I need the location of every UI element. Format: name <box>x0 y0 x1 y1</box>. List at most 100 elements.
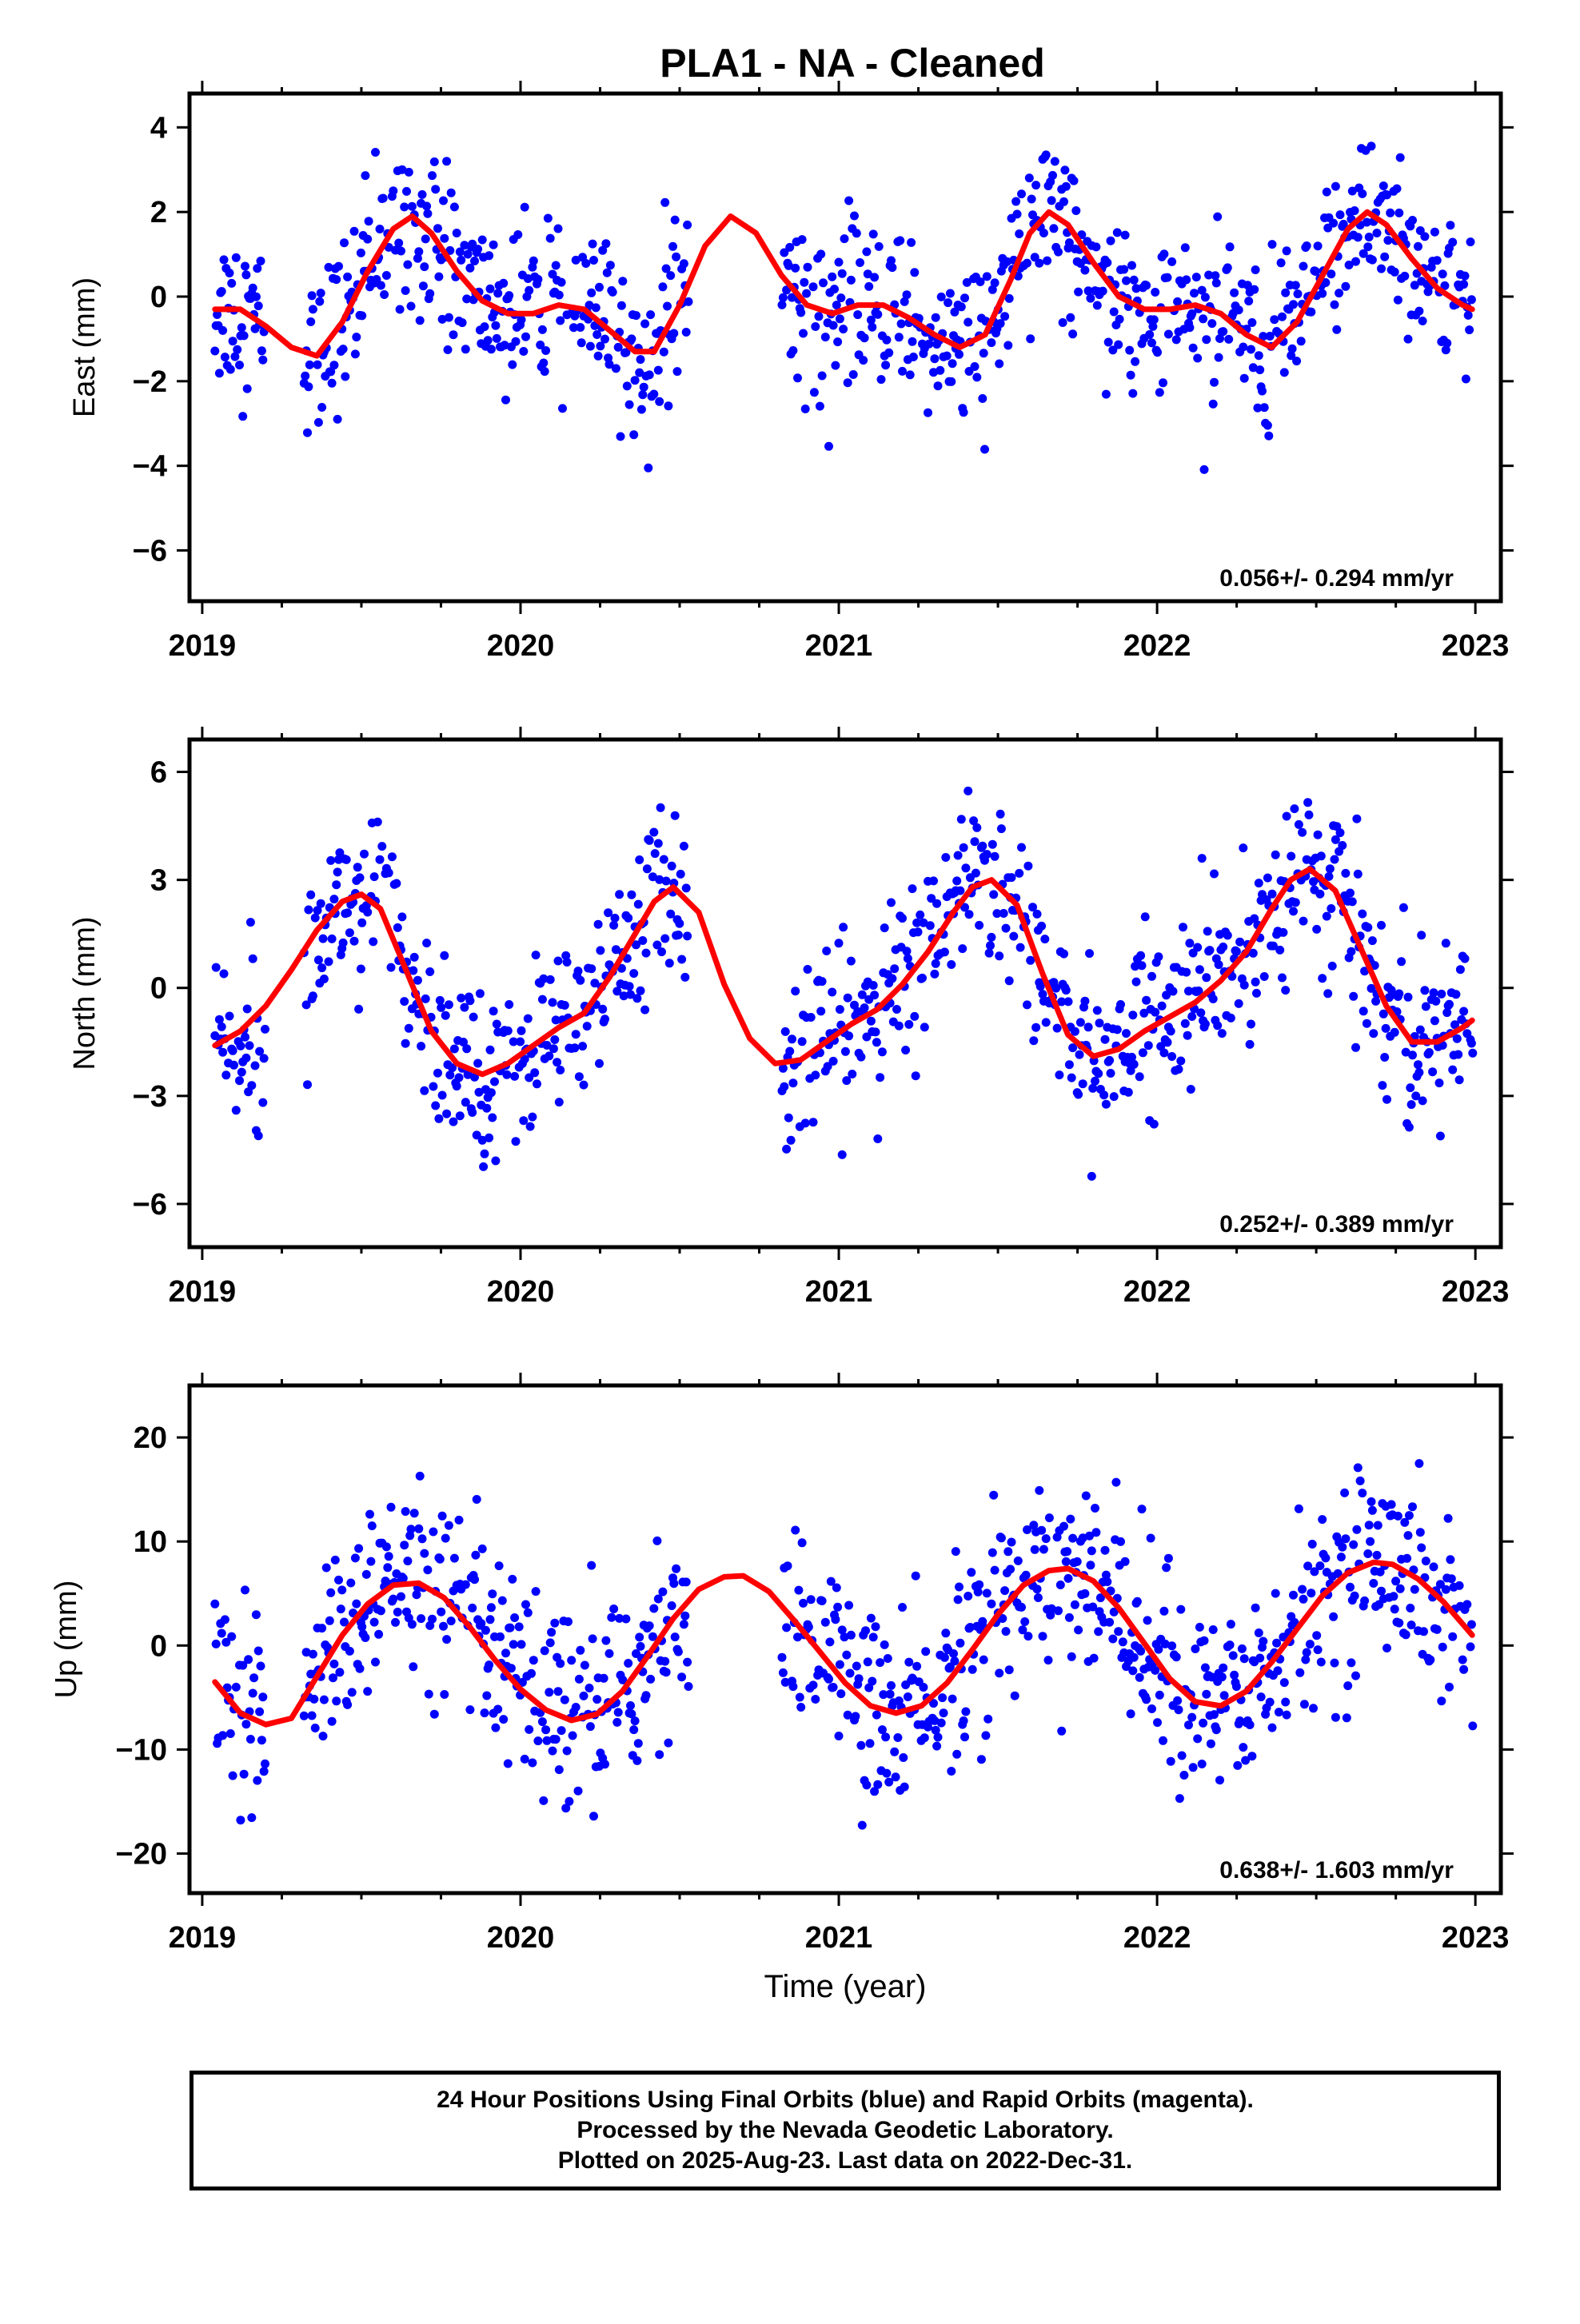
data-point <box>622 381 632 391</box>
data-point <box>406 1525 416 1534</box>
data-point <box>850 1000 859 1010</box>
data-point <box>321 1563 331 1573</box>
y-tick-label: 0 <box>150 1629 167 1663</box>
data-point <box>1095 1018 1104 1028</box>
data-point <box>824 441 833 451</box>
data-point <box>477 235 487 245</box>
data-point <box>979 1655 988 1664</box>
y-tick-label: 10 <box>134 1525 167 1559</box>
data-point <box>1074 1090 1083 1099</box>
footer-line-3: Plotted on 2025-Aug-23. Last data on 202… <box>557 2147 1133 2174</box>
data-point <box>363 234 373 244</box>
data-point <box>401 286 410 295</box>
data-point <box>887 1680 896 1690</box>
data-point <box>452 1082 461 1091</box>
data-point <box>1061 986 1071 995</box>
data-point <box>604 1648 614 1658</box>
data-point <box>658 1587 668 1597</box>
y-tick-label: −10 <box>116 1733 167 1767</box>
data-point <box>1092 1006 1102 1015</box>
data-point <box>461 345 470 354</box>
data-point <box>545 975 555 984</box>
data-point <box>626 990 635 999</box>
data-point <box>945 289 955 298</box>
data-point <box>560 1695 569 1704</box>
data-point <box>898 914 907 923</box>
data-point <box>1466 237 1475 247</box>
data-point <box>632 940 640 950</box>
data-point <box>1259 1636 1268 1646</box>
data-point <box>239 1769 249 1779</box>
data-point <box>414 1524 424 1533</box>
data-point <box>1153 348 1162 357</box>
data-point <box>1429 988 1438 998</box>
data-point <box>1087 1546 1096 1556</box>
data-point <box>400 202 409 212</box>
data-point <box>245 1735 255 1744</box>
data-point <box>380 290 389 299</box>
data-point <box>1103 337 1113 347</box>
data-point <box>550 1618 560 1628</box>
data-point <box>633 899 643 909</box>
data-point <box>1367 1505 1377 1515</box>
data-point <box>1055 1070 1064 1080</box>
data-point <box>1197 854 1207 863</box>
data-point <box>870 273 880 282</box>
data-point <box>999 909 1008 918</box>
data-point <box>415 316 425 325</box>
data-point <box>1460 954 1470 963</box>
data-point <box>1265 332 1275 341</box>
data-point <box>551 1735 561 1744</box>
data-point <box>683 220 692 229</box>
data-point <box>1160 1639 1170 1648</box>
data-point <box>1292 357 1302 366</box>
data-point <box>1330 1658 1339 1668</box>
data-point <box>1215 334 1224 343</box>
data-point <box>1214 353 1223 362</box>
data-point <box>778 1063 788 1073</box>
data-point <box>492 333 501 343</box>
data-point <box>230 352 240 361</box>
data-point <box>506 1664 516 1673</box>
data-point <box>828 1683 838 1692</box>
data-point <box>463 1070 473 1079</box>
data-point <box>1116 1537 1125 1546</box>
data-point <box>1128 1666 1138 1676</box>
data-point <box>1088 1602 1098 1612</box>
data-point <box>1118 1637 1127 1647</box>
data-point <box>402 186 411 196</box>
data-point <box>1330 855 1339 864</box>
data-point <box>627 890 636 899</box>
y-tick-label: 6 <box>150 756 167 790</box>
data-point <box>397 165 407 174</box>
data-point <box>238 1660 248 1670</box>
data-point <box>856 1052 866 1062</box>
data-point <box>962 277 972 287</box>
data-point <box>624 400 634 409</box>
up-y-axis-label: Up (mm) <box>50 1581 83 1699</box>
data-point <box>880 923 889 933</box>
data-point <box>808 282 818 292</box>
data-point <box>441 1011 450 1020</box>
data-point <box>457 255 466 265</box>
data-point <box>1271 850 1280 859</box>
data-point <box>949 1649 958 1658</box>
data-point <box>231 1106 241 1115</box>
data-point <box>1408 1502 1417 1512</box>
data-point <box>1239 1743 1248 1752</box>
data-point <box>431 1101 441 1110</box>
data-point <box>547 1628 557 1637</box>
data-point <box>251 1610 261 1620</box>
data-point <box>1047 196 1056 205</box>
data-point <box>600 1760 609 1769</box>
data-point <box>930 354 940 364</box>
data-point <box>1281 986 1291 995</box>
data-point <box>423 1565 433 1575</box>
data-point <box>920 1022 929 1032</box>
data-point <box>1432 256 1442 265</box>
x-tick-label: 2021 <box>805 1275 873 1309</box>
data-point <box>1369 1029 1379 1038</box>
data-point <box>444 313 453 322</box>
data-point <box>1379 181 1388 190</box>
data-point <box>245 918 255 927</box>
